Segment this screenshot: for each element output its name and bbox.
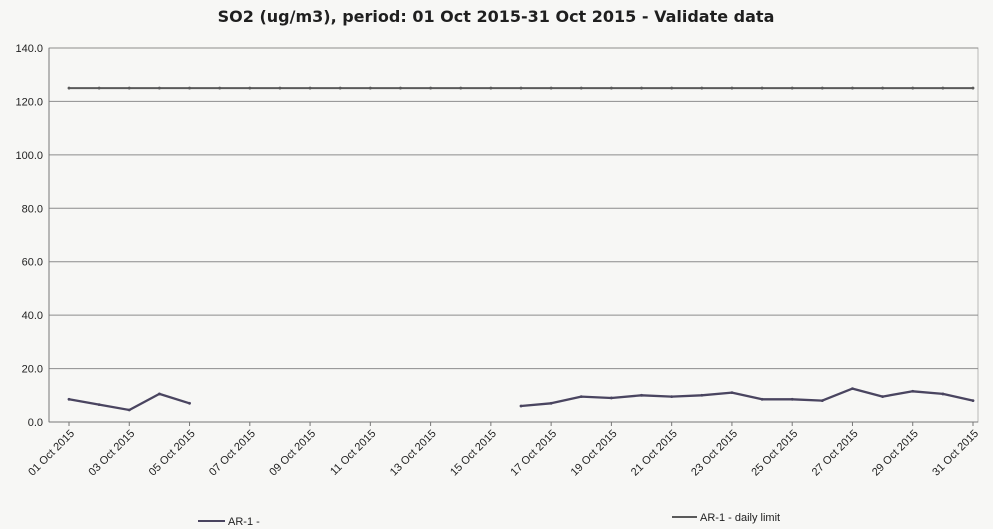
series-daily-limit-point-29	[941, 86, 945, 90]
y-tick-label-5: 100.0	[15, 150, 43, 162]
series-daily-limit-point-12	[429, 86, 432, 90]
series-daily-limit-point-7	[278, 86, 282, 90]
chart-title: SO2 (ug/m3), period: 01 Oct 2015-31 Oct …	[218, 7, 775, 26]
series-daily-limit-point-23	[760, 86, 764, 90]
series-ar1-point-4	[188, 401, 191, 405]
series-daily-limit-point-3	[158, 86, 161, 90]
legend-label-ar1: AR-1 -	[228, 516, 260, 528]
series-ar1-point-26	[851, 387, 854, 391]
series-daily-limit-point-10	[368, 86, 372, 90]
series-ar1-point-24	[790, 397, 794, 401]
series-ar1-point-3	[158, 392, 161, 396]
legend-item-ar1: AR-1 -	[198, 516, 260, 528]
series-ar1-point-16	[549, 401, 553, 405]
series-daily-limit-point-20	[670, 86, 674, 90]
series-ar1-point-1	[97, 403, 101, 407]
series-daily-limit-point-8	[308, 86, 312, 90]
y-tick-label-0: 0.0	[28, 417, 43, 429]
series-daily-limit-point-21	[700, 86, 704, 90]
series-ar1-point-23	[760, 397, 764, 401]
series-daily-limit-point-18	[610, 86, 613, 90]
series-ar1-point-30	[971, 399, 975, 403]
series-ar1-point-21	[700, 393, 704, 397]
series-daily-limit-point-30	[971, 86, 975, 90]
series-daily-limit-point-17	[579, 86, 583, 90]
series-daily-limit-point-9	[338, 86, 342, 90]
series-ar1-point-19	[640, 393, 643, 397]
series-ar1-point-29	[941, 392, 945, 396]
y-tick-label-4: 80.0	[22, 203, 43, 215]
series-daily-limit-point-24	[790, 86, 794, 90]
series-daily-limit-point-13	[459, 86, 463, 90]
series-daily-limit-point-14	[489, 86, 493, 90]
series-ar1-point-15	[519, 404, 523, 408]
series-ar1-point-17	[579, 395, 583, 399]
series-daily-limit-point-6	[248, 86, 252, 90]
series-ar1-point-27	[881, 395, 884, 399]
y-tick-label-1: 20.0	[22, 364, 43, 376]
series-daily-limit-point-25	[820, 86, 824, 90]
series-ar1-point-22	[730, 391, 734, 395]
legend-label-daily-limit: AR-1 - daily limit	[700, 512, 780, 524]
y-tick-label-3: 60.0	[22, 257, 43, 269]
legend: AR-1 - AR-1 - daily limit	[198, 512, 780, 528]
y-tick-label-2: 40.0	[22, 310, 43, 322]
series-daily-limit-point-0	[67, 86, 71, 90]
series-daily-limit-point-28	[911, 86, 915, 90]
y-tick-label-6: 120.0	[15, 96, 43, 108]
series-daily-limit-point-11	[399, 86, 402, 90]
series-daily-limit-point-16	[549, 86, 553, 90]
series-ar1-point-28	[911, 389, 915, 393]
series-ar1-point-25	[820, 399, 824, 403]
series-daily-limit-point-22	[730, 86, 734, 90]
series-daily-limit-point-26	[851, 86, 854, 90]
series-daily-limit-point-27	[881, 86, 884, 90]
legend-item-daily-limit: AR-1 - daily limit	[672, 512, 780, 524]
series-ar1-point-0	[67, 397, 71, 401]
series-daily-limit-point-2	[127, 86, 131, 90]
y-tick-labels: 0.0 20.0 40.0 60.0 80.0 100.0 120.0 140.0	[15, 43, 43, 429]
series-ar1-point-2	[127, 408, 131, 412]
series-daily-limit-point-5	[218, 86, 222, 90]
series-ar1-line-segment-1	[519, 387, 975, 408]
series-daily-limit-point-15	[519, 86, 523, 90]
y-tick-label-7: 140.0	[15, 43, 43, 55]
series-daily-limit-point-1	[97, 86, 101, 90]
series-layer	[67, 86, 975, 412]
series-ar1-point-20	[670, 395, 674, 399]
series-ar1-point-18	[610, 396, 613, 400]
series-daily-limit-point-4	[188, 86, 191, 90]
series-daily-limit-point-19	[640, 86, 643, 90]
